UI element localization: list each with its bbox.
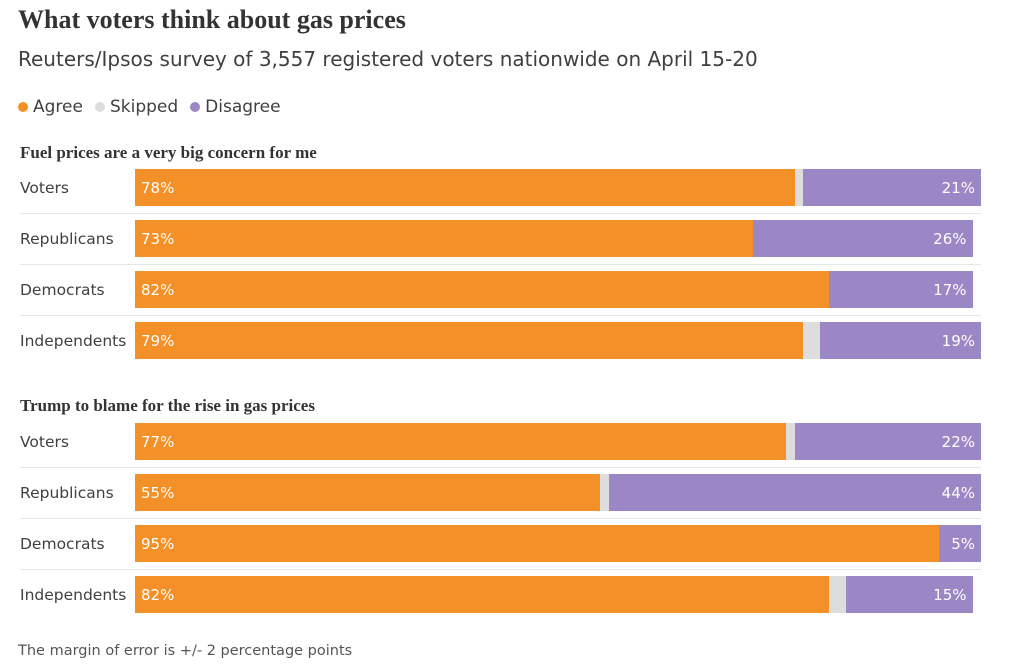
row-label: Democrats [20,534,105,553]
bar-segment-skipped [786,423,795,460]
bar-segment-agree [135,322,804,359]
bar-value-label-agree: 95% [141,534,175,553]
row-label: Independents [20,331,127,350]
chart-title: What voters think about gas prices [18,5,406,34]
legend: Agree Skipped Disagree [18,96,281,118]
bar-segment-disagree [820,322,981,359]
bar-segment-agree [135,271,829,308]
bar-value-label-agree: 77% [141,432,175,451]
bar-segment-disagree [794,423,981,460]
legend-item-disagree: Disagree [190,97,281,117]
row-label: Republicans [20,229,114,248]
legend-dot-disagree [190,102,201,112]
row-separator [20,264,981,265]
legend-item-skipped: Skipped [94,97,179,117]
bar-value-label-disagree: 22% [941,432,975,451]
bar-segment-agree [135,474,601,511]
legend-label-agree: Agree [33,97,83,117]
panel-title: Trump to blame for the rise in gas price… [20,396,315,415]
bar-segment-skipped [803,322,821,359]
bar-value-label-agree: 78% [141,178,175,197]
panel-title: Fuel prices are a very big concern for m… [20,143,317,162]
bar-segment-agree [135,525,939,562]
bar-segment-skipped [828,576,846,613]
bar-segment-disagree [938,525,981,562]
row-separator [20,213,981,214]
bar-segment-disagree [845,576,973,613]
bar-value-label-disagree: 44% [941,483,975,502]
bar-value-label-agree: 79% [141,331,175,350]
bar-segment-disagree [752,220,973,257]
bar-segment-skipped [600,474,609,511]
legend-item-agree: Agree [18,97,83,117]
bar-value-label-disagree: 5% [951,534,975,553]
row-label: Republicans [20,483,114,502]
legend-dot-skipped [94,102,105,112]
bar-value-label-agree: 82% [141,280,175,299]
row-label: Democrats [20,280,105,299]
bar-segment-agree [135,576,829,613]
row-separator [20,518,981,519]
footnote: The margin of error is +/- 2 percentage … [18,643,353,659]
row-label: Voters [20,178,69,197]
row-label: Independents [20,585,127,604]
bar-value-label-agree: 73% [141,229,175,248]
bar-segment-agree [135,169,795,206]
bar-segment-disagree [608,474,981,511]
bar-value-label-disagree: 26% [933,229,967,248]
row-separator [20,315,981,316]
bar-value-label-agree: 82% [141,585,175,604]
bar-segment-disagree [828,271,973,308]
bar-segment-skipped [794,169,804,206]
bar-segment-agree [135,423,787,460]
bar-value-label-disagree: 19% [941,331,975,350]
legend-dot-agree [18,102,28,112]
bar-segment-agree [135,220,753,257]
row-separator [20,569,981,570]
bar-value-label-disagree: 15% [933,585,967,604]
chart-subtitle: Reuters/Ipsos survey of 3,557 registered… [18,47,758,71]
legend-label-disagree: Disagree [205,97,281,117]
row-separator [20,467,981,468]
bar-segment-disagree [803,169,981,206]
row-label: Voters [20,432,69,451]
bar-value-label-disagree: 17% [933,280,967,299]
legend-label-skipped: Skipped [109,97,179,117]
bar-value-label-disagree: 21% [941,178,975,197]
bar-value-label-agree: 55% [141,483,175,502]
